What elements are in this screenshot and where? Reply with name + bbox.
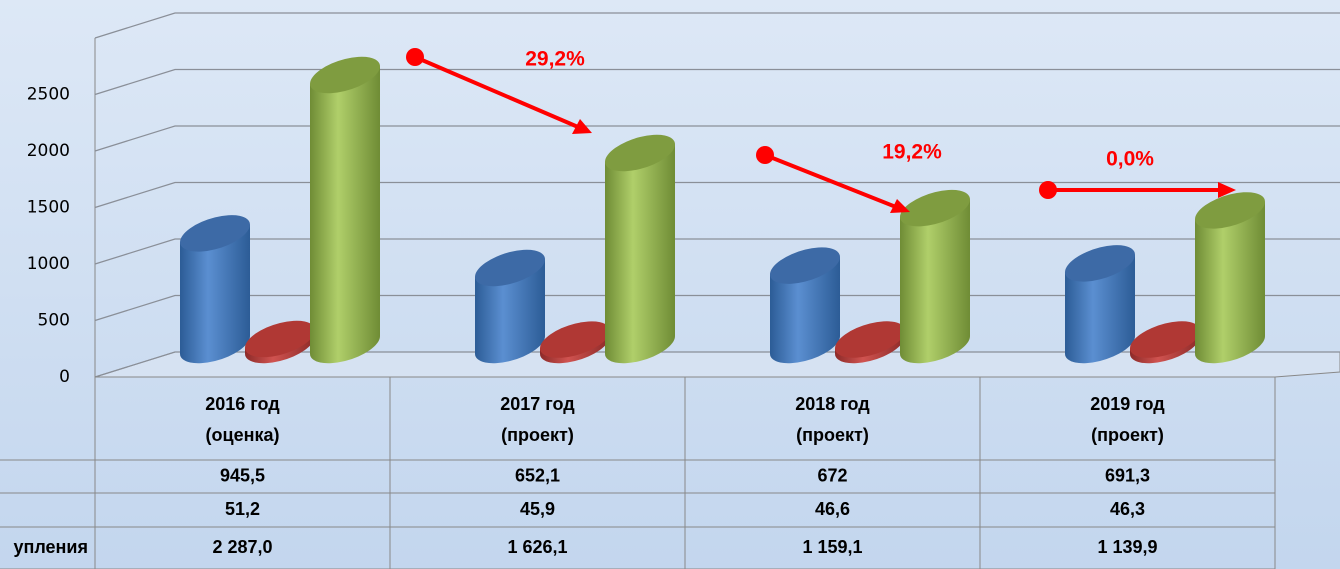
bar <box>245 320 315 364</box>
y-tick-label: 2000 <box>27 141 70 161</box>
bar-top <box>835 321 905 358</box>
data-label: 2 287,0 <box>212 537 272 557</box>
bar-body <box>605 144 675 364</box>
y-tick-label: 1000 <box>27 254 70 274</box>
annotation: 19,2% <box>882 141 942 164</box>
bar <box>605 134 675 364</box>
bar-top <box>1195 192 1265 229</box>
y-tick-label: 1500 <box>27 198 70 218</box>
bar <box>540 321 610 364</box>
bar-body <box>900 199 970 364</box>
data-label: 45,9 <box>520 499 555 519</box>
bar-top <box>540 321 610 358</box>
x-tick-label: 2016 год <box>205 394 280 414</box>
bar <box>770 247 840 364</box>
legend-label: упления <box>13 537 88 557</box>
annotation: 29,2% <box>525 48 585 71</box>
x-tick-label: 2018 год <box>795 394 870 414</box>
bar <box>180 215 250 364</box>
x-tick-label: (оценка) <box>206 425 280 445</box>
grid-line <box>94 125 1340 152</box>
annotation: 0,0% <box>1106 148 1154 171</box>
arrows <box>406 48 1236 213</box>
bar <box>1065 245 1135 364</box>
bar-body <box>180 224 250 364</box>
x-tick-label: (проект) <box>1091 425 1164 445</box>
x-tick-label: 2017 год <box>500 394 575 414</box>
bar-top <box>180 215 250 252</box>
data-label: 46,6 <box>815 499 850 519</box>
bar-top <box>245 320 315 358</box>
x-tick-label: 2019 год <box>1090 394 1165 414</box>
data-label: 652,1 <box>515 465 560 485</box>
bar-top <box>1130 321 1200 358</box>
data-table: 2016 год (оценка) 945,5 51,2 2 287,0 2017 год… <box>0 376 1276 569</box>
data-label: 1 159,1 <box>802 537 862 557</box>
bar-body <box>310 66 380 364</box>
data-label: 46,3 <box>1110 499 1145 519</box>
x-tick-label: (проект) <box>796 425 869 445</box>
data-label: 51,2 <box>225 499 260 519</box>
data-label: 945,5 <box>220 465 265 485</box>
y-tick-label: 500 <box>38 311 70 331</box>
bar-top <box>605 134 675 172</box>
bar-top <box>1065 245 1135 282</box>
bar <box>835 321 905 364</box>
bar <box>1130 321 1200 364</box>
bar-top <box>770 247 840 284</box>
data-label: 672 <box>817 465 847 485</box>
grid-line <box>94 12 1340 39</box>
bar <box>310 56 380 364</box>
y-tick-label: 2500 <box>27 85 70 105</box>
bar-top <box>900 189 970 227</box>
bar <box>1195 192 1265 364</box>
grid-line <box>94 181 1340 209</box>
bar <box>900 189 970 364</box>
x-tick-label: (проект) <box>501 425 574 445</box>
bar-body <box>1065 254 1135 364</box>
bar <box>475 249 545 364</box>
bar-body <box>1195 201 1265 364</box>
data-label: 1 139,9 <box>1097 537 1157 557</box>
grid-line <box>94 68 1340 96</box>
y-tick-label: 0 <box>59 367 70 387</box>
bar-top <box>310 56 380 94</box>
data-label: 1 626,1 <box>507 537 567 557</box>
bar-top <box>475 249 545 287</box>
data-label: 691,3 <box>1105 465 1150 485</box>
